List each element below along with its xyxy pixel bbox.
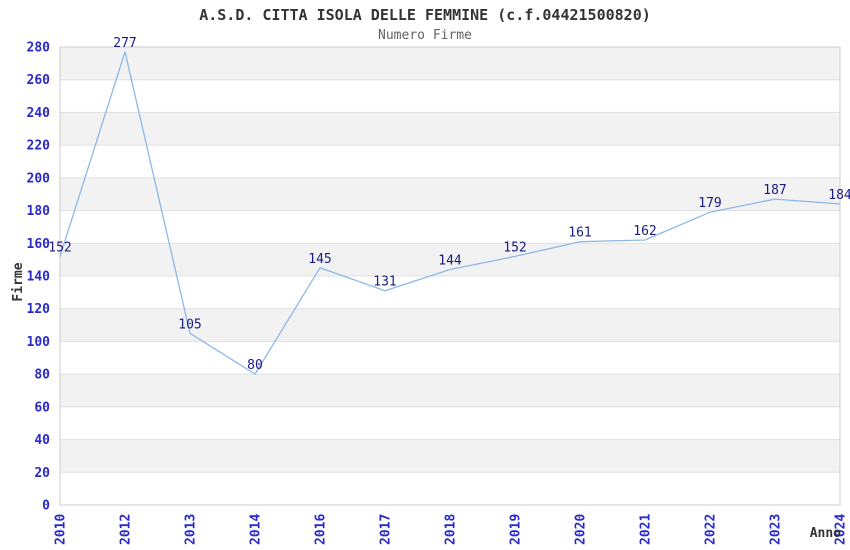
plot-band <box>60 145 840 178</box>
x-tick-label: 2010 <box>54 514 69 545</box>
y-tick-label: 220 <box>27 139 51 154</box>
plot-band <box>60 210 840 244</box>
data-label: 162 <box>633 224 656 239</box>
data-label: 144 <box>438 254 462 269</box>
y-tick-label: 160 <box>27 237 51 252</box>
data-label: 161 <box>568 226 591 241</box>
plot-band <box>60 243 840 276</box>
plot-band <box>60 276 840 309</box>
x-tick-label: 2018 <box>444 514 459 545</box>
data-label: 277 <box>113 36 136 51</box>
y-tick-label: 180 <box>27 204 51 219</box>
x-tick-label: 2013 <box>184 514 199 545</box>
x-tick-label: 2016 <box>314 514 329 545</box>
data-label: 131 <box>373 275 396 290</box>
plot-band <box>60 439 840 473</box>
chart-title: A.S.D. CITTA ISOLA DELLE FEMMINE (c.f.04… <box>199 6 651 24</box>
x-tick-label: 2019 <box>509 514 524 545</box>
x-tick-label: 2020 <box>574 514 589 545</box>
plot-band <box>60 472 840 505</box>
x-tick-label: 2014 <box>249 514 264 545</box>
plot-bands <box>60 47 840 505</box>
y-tick-label: 0 <box>42 499 50 514</box>
x-tick-label: 2024 <box>834 514 849 545</box>
y-tick-label: 60 <box>34 400 50 415</box>
x-tick-label: 2012 <box>119 514 134 545</box>
x-tick-label: 2022 <box>704 514 719 545</box>
x-tick-label: 2021 <box>639 514 654 545</box>
plot-border <box>59 46 841 506</box>
y-tick-label: 120 <box>27 302 51 317</box>
x-axis-title: Anno <box>810 526 841 541</box>
y-tick-label: 100 <box>27 335 51 350</box>
data-label: 187 <box>763 183 786 198</box>
data-labels: 152 277 105 80 145 131 144 152 161 162 179 187 184 <box>48 36 850 373</box>
chart-subtitle: Numero Firme <box>378 28 472 43</box>
data-label: 152 <box>48 240 71 255</box>
x-tick-label: 2023 <box>769 514 784 545</box>
y-tick-label: 80 <box>34 368 50 383</box>
plot-band <box>60 406 840 440</box>
plot-band <box>60 308 840 342</box>
plot-band <box>60 177 840 211</box>
y-tick-label: 40 <box>34 433 50 448</box>
data-label: 145 <box>308 252 331 267</box>
y-axis-tick-labels: 0 20 40 60 80 100 120 140 160 180 200 220 240 260 280 <box>27 41 51 514</box>
x-axis-tick-labels: 2010 2012 2013 2014 2016 2017 2018 2019 2020 2021… <box>54 514 849 545</box>
data-label: 105 <box>178 317 201 332</box>
data-label: 184 <box>828 188 850 203</box>
data-label: 152 <box>503 240 526 255</box>
y-tick-label: 280 <box>27 41 51 56</box>
plot-band <box>60 374 840 407</box>
plot-band <box>60 79 840 113</box>
plot-band <box>60 47 840 80</box>
plot-band <box>60 112 840 146</box>
plot-band <box>60 341 840 375</box>
series-line <box>59 51 841 375</box>
x-tick-label: 2017 <box>379 514 394 545</box>
y-axis-title: Firme <box>11 262 26 301</box>
data-label: 179 <box>698 196 721 211</box>
y-tick-label: 140 <box>27 270 51 285</box>
y-tick-label: 20 <box>34 466 50 481</box>
y-tick-label: 260 <box>27 73 51 88</box>
y-tick-label: 240 <box>27 106 51 121</box>
data-label: 80 <box>247 358 263 373</box>
y-tick-label: 200 <box>27 171 51 186</box>
